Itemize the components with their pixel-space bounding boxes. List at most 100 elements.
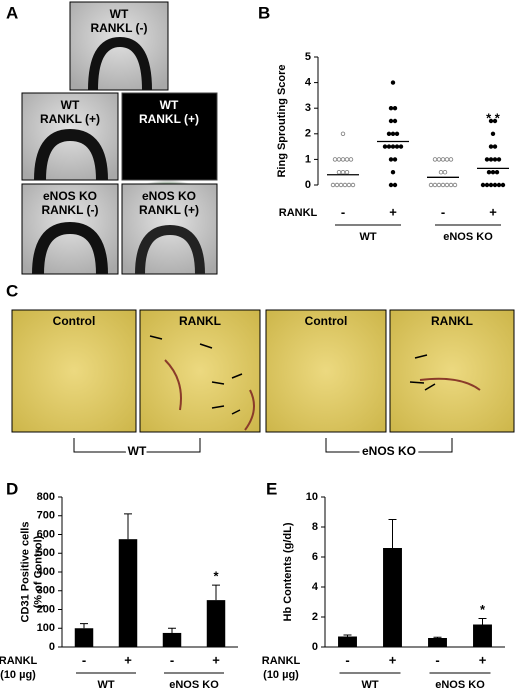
- x-tick-label: -: [435, 652, 439, 667]
- significance: *: [213, 569, 219, 584]
- group-label: eNOS KO: [169, 679, 219, 691]
- ring: [135, 224, 205, 275]
- image-label: RANKL: [431, 314, 473, 328]
- arrows: [149, 335, 436, 415]
- data-point: [340, 169, 346, 175]
- image-label: RANKL (-): [41, 203, 98, 217]
- data-point: [448, 182, 454, 188]
- data-point: [484, 157, 490, 162]
- y-tick-label: 800: [37, 491, 55, 503]
- image-label: Control: [53, 314, 96, 328]
- y-tick-label: 4: [305, 77, 312, 89]
- x-tick-label: +: [479, 652, 487, 667]
- data-point: [436, 182, 442, 188]
- data-point: [490, 169, 496, 175]
- data-point: [390, 144, 396, 149]
- group-label: WT: [361, 679, 378, 691]
- data-point: [388, 118, 394, 124]
- data-point: [440, 182, 446, 188]
- micrograph: [389, 309, 515, 433]
- y-axis-label: (% of Control): [32, 535, 44, 608]
- x-tick-label: -: [82, 652, 86, 667]
- image-label: RANKL (+): [139, 112, 199, 126]
- data-point: [392, 182, 398, 188]
- data-point: [342, 182, 348, 188]
- y-tick-label: 500: [37, 547, 55, 559]
- y-axis-label: Ring Sprouting Score: [276, 64, 288, 177]
- data-point: [492, 118, 498, 124]
- data-point: [394, 144, 400, 149]
- data-point: [484, 182, 490, 188]
- x-axis-note: (10 µg): [0, 669, 36, 681]
- data-point: [486, 169, 492, 175]
- x-tick-label: +: [389, 204, 397, 219]
- panel-c: C Control RANKL Control RANKL WT eNOS KO: [6, 281, 515, 461]
- data-point: [334, 182, 340, 188]
- x-axis-note: (10 µg): [263, 669, 299, 681]
- bar: [74, 628, 94, 647]
- x-axis-label: RANKL: [262, 655, 301, 667]
- vessel: [164, 359, 481, 431]
- y-axis-label: CD31 Positive cells: [19, 522, 31, 623]
- image-label: Control: [305, 314, 348, 328]
- data-point: [496, 157, 502, 162]
- data-point: [388, 182, 394, 188]
- x-tick-label: +: [124, 652, 132, 667]
- image-label: RANKL (+): [40, 112, 100, 126]
- data-point: [338, 182, 344, 188]
- group-label: eNOS KO: [435, 679, 485, 691]
- data-point: [336, 157, 342, 162]
- data-point: [392, 157, 398, 162]
- x-tick-label: +: [489, 204, 497, 219]
- data-point: [492, 182, 498, 188]
- image-label: RANKL (+): [139, 203, 199, 217]
- image-label: WT: [61, 98, 80, 112]
- y-axis-label: Hb Contents (g/dL): [282, 522, 294, 621]
- data-point: [350, 182, 356, 188]
- group-label: eNOS KO: [443, 231, 493, 243]
- data-point: [398, 144, 404, 149]
- data-point: [382, 144, 388, 149]
- bracket: [325, 438, 453, 453]
- micrograph: [11, 309, 137, 433]
- data-point: [448, 157, 454, 162]
- panel-letter: D: [6, 479, 18, 498]
- ring: [32, 221, 108, 275]
- significance: *: [480, 602, 486, 617]
- error-bar: [80, 623, 88, 629]
- panel-letter: E: [266, 479, 277, 498]
- x-tick-label: +: [389, 652, 397, 667]
- data-point: [390, 169, 396, 175]
- data-point: [346, 182, 352, 188]
- y-tick-label: 4: [312, 581, 319, 593]
- x-tick-label: -: [441, 204, 445, 219]
- y-tick-label: 700: [37, 510, 55, 522]
- data-point: [432, 182, 438, 188]
- image-label: eNOS KO: [142, 189, 196, 203]
- data-point: [442, 169, 448, 175]
- data-point: [438, 169, 444, 175]
- data-point: [386, 131, 392, 136]
- significance: * *: [486, 110, 501, 125]
- data-point: [344, 169, 350, 175]
- panel-a: A WT RANKL (-) WT RANKL (+) WT RANKL (+)…: [6, 1, 218, 275]
- data-point: [330, 182, 336, 188]
- image-label: WT: [110, 7, 129, 21]
- bracket: [73, 438, 201, 453]
- group-label: WT: [97, 679, 114, 691]
- y-tick-label: 100: [37, 622, 55, 634]
- y-tick-label: 0: [49, 641, 55, 653]
- micrograph: [265, 309, 387, 433]
- bar: [118, 539, 138, 647]
- data-point: [388, 157, 394, 162]
- error-bar: [388, 519, 397, 548]
- y-tick-label: 3: [305, 102, 311, 114]
- data-point: [332, 157, 338, 162]
- data-point: [432, 157, 438, 162]
- bar: [473, 624, 492, 647]
- error-bar: [212, 584, 220, 601]
- bar: [162, 632, 182, 647]
- ring: [88, 36, 152, 91]
- data-point: [394, 131, 400, 136]
